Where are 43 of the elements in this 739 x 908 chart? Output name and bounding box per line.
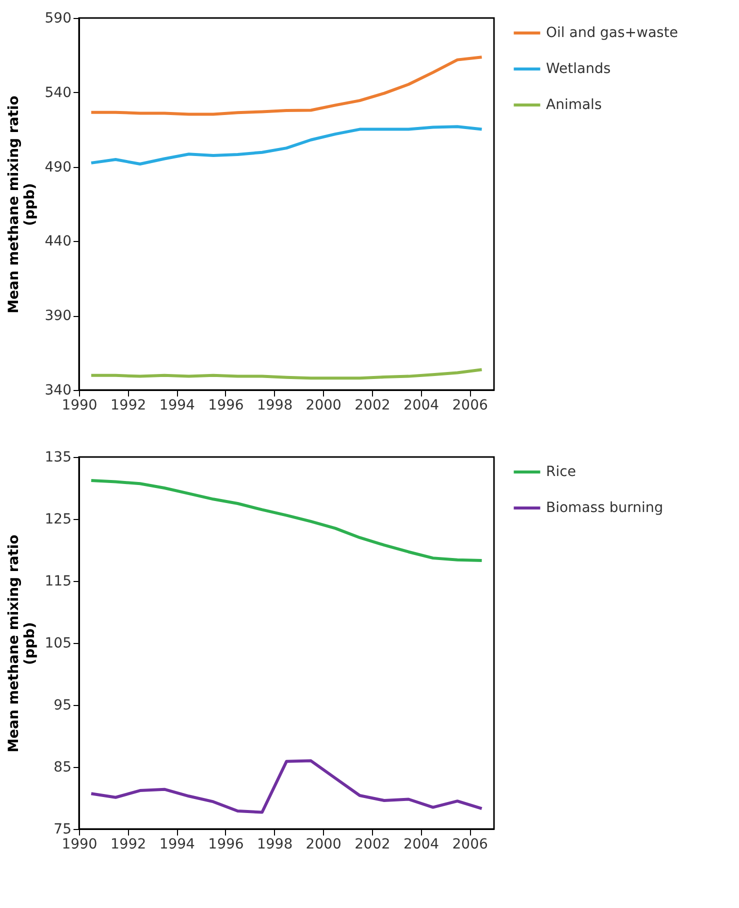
x-tick-label: 1992 <box>110 836 146 852</box>
x-tick-label: 2004 <box>403 836 440 852</box>
y-tick-label: 590 <box>44 10 72 26</box>
x-tick-label: 1994 <box>159 836 196 852</box>
y-tick-label: 135 <box>44 450 72 466</box>
x-tick-label: 1990 <box>62 836 98 852</box>
x-tick-label: 1998 <box>256 836 293 852</box>
legend-label: Biomass burning <box>546 500 664 516</box>
x-tick-label: 1998 <box>256 398 293 414</box>
y-tick-label: 440 <box>44 234 72 250</box>
legend-label: Animals <box>546 97 602 113</box>
y-tick-label: 390 <box>44 308 72 324</box>
x-tick-label: 2004 <box>403 398 440 414</box>
line-series <box>90 479 484 562</box>
legend-label: Wetlands <box>546 61 611 77</box>
y-axis-title: Mean methane mixing ratio (ppb) <box>6 95 38 314</box>
y-tick-label: 75 <box>54 822 72 838</box>
x-tick-label: 2002 <box>354 398 390 414</box>
x-tick-label: 1996 <box>208 398 244 414</box>
legend-label: Rice <box>546 464 576 480</box>
line-series <box>90 125 484 166</box>
y-tick-label: 105 <box>44 636 72 652</box>
y-tick-label: 340 <box>44 382 72 398</box>
x-tick-label: 2000 <box>306 398 342 414</box>
y-tick-label: 95 <box>54 698 72 714</box>
y-tick-label: 540 <box>44 84 72 101</box>
y-axis-title: Mean methane mixing ratio (ppb) <box>6 534 38 752</box>
y-tick-label: 115 <box>44 574 72 590</box>
x-tick-label: 1992 <box>110 398 146 414</box>
line-series <box>90 759 484 814</box>
x-tick-label: 1994 <box>159 398 196 414</box>
x-tick-label: 2000 <box>306 836 342 852</box>
x-tick-label: 2006 <box>452 398 488 414</box>
legend-label: Oil and gas+waste <box>546 25 678 41</box>
line-series <box>90 368 484 380</box>
line-series <box>90 56 484 116</box>
x-tick-label: 1990 <box>62 398 98 414</box>
y-tick-label: 125 <box>44 512 72 528</box>
y-tick-label: 490 <box>44 159 72 176</box>
x-tick-label: 2002 <box>354 836 390 852</box>
x-tick-label: 2006 <box>452 836 488 852</box>
y-tick-label: 85 <box>54 760 72 776</box>
x-tick-label: 1996 <box>208 836 244 852</box>
